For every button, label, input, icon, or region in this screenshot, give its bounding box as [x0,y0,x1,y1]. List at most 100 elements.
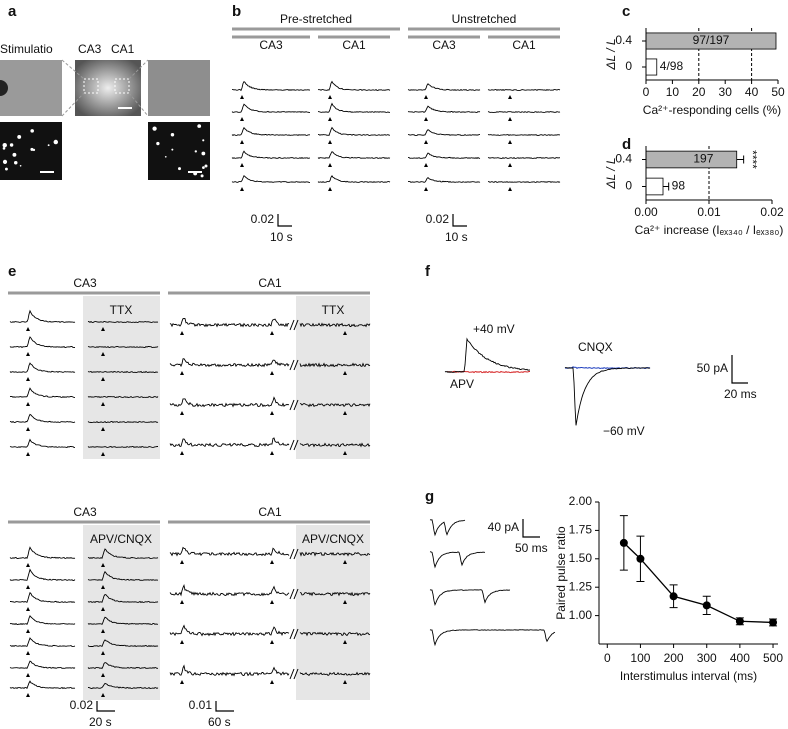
stimulus-marker [101,427,105,431]
trace [9,637,76,647]
trace-label: +40 mV [473,322,515,336]
scale-bar-y-label: 0.02 [70,698,94,712]
x-tick-label: 50 [771,85,785,99]
trace [87,616,159,626]
trace [169,624,290,637]
stimulus-marker [270,640,274,644]
stimulus-marker [101,693,105,697]
stimulus-marker [343,560,347,564]
region-header: CA1 [512,38,536,52]
cell [164,155,167,158]
y-axis-label: ΔL / L [604,38,618,70]
trace [87,346,159,348]
cell [202,139,205,142]
stimulus-marker [180,640,184,644]
bar [645,150,738,169]
trace [87,639,159,648]
y-tick-label: 1.50 [569,551,593,565]
axis-break [293,628,299,640]
stimulus-marker [26,452,30,456]
stimulus-marker [26,693,30,697]
trace [299,671,371,677]
x-tick-label: 0.02 [760,205,784,219]
stimulus-marker [508,163,512,167]
cell [53,139,59,145]
panel-a-images [0,59,210,180]
axis-break [289,628,295,640]
image [148,60,210,116]
cell [200,174,204,178]
x-tick-label: 0 [604,651,611,665]
scale-bar-x-label: 10 s [445,230,468,244]
treatment-label: TTX [110,303,133,317]
trace [565,367,651,426]
stimulus-marker [180,451,184,455]
trace [87,370,159,374]
group-header: Unstretched [452,12,517,26]
image-label: CA3 [78,42,102,56]
region-header: CA1 [258,505,282,519]
bar-label: 197 [693,152,713,166]
trace [407,129,480,136]
trace [9,362,76,373]
stimulus-marker [328,140,332,144]
stimulus-marker [424,140,428,144]
x-tick-label: 300 [697,651,717,665]
treatment-shade [83,525,160,700]
stimulus-marker [101,352,105,356]
y-tick-label: 0 [625,59,632,73]
x-tick-label: 40 [745,85,759,99]
stimulus-marker [240,117,244,121]
panel-label: b [232,3,241,20]
panel-label: a [8,3,17,20]
x-axis-label: Interstimulus interval (ms) [620,669,757,683]
trace [299,402,371,408]
y-tick-label: 0.4 [615,152,632,166]
stimulus-marker [508,117,512,121]
trace [318,126,390,136]
x-tick-label: 0.00 [634,205,658,219]
stimulus-marker [180,560,184,564]
cell [32,148,36,152]
bar-label: 4/98 [660,59,684,73]
stimulus-marker [343,371,347,375]
scale-bar-x-label: 50 ms [515,541,548,555]
bar-label: 97/197 [693,33,730,47]
region-header: CA3 [73,505,97,519]
x-tick-label: 400 [730,651,750,665]
stimulus-marker [26,563,30,567]
trace [87,321,159,323]
stimulus-marker [343,600,347,604]
cell [9,143,14,147]
zoom-line [128,59,149,80]
x-tick-label: 10 [666,85,680,99]
axis-break [293,359,299,371]
bar [645,58,658,76]
scale-bar-y-label: 0.01 [189,698,213,712]
trace [299,322,371,328]
stimulus-marker [270,680,274,684]
cell [4,167,8,171]
stimulus-marker [424,117,428,121]
scale-bar [215,701,234,712]
cell [19,164,22,167]
stimulus-marker [26,377,30,381]
trace [9,336,76,349]
zoom-line [61,92,85,117]
stimulus-marker [101,607,105,611]
trace-label: APV [450,377,474,391]
trace [9,568,76,581]
y-tick-label: 2.00 [569,494,593,508]
trace [299,591,371,597]
trace [407,105,481,113]
trace [9,309,76,323]
axis-break [293,439,299,451]
scale-bar-x-label: 60 s [208,715,231,729]
stimulus-marker [343,640,347,644]
cell [204,164,208,168]
stimulus-marker [180,600,184,604]
scale-bar [452,214,467,227]
cell [47,144,50,147]
axis-break [289,548,295,560]
